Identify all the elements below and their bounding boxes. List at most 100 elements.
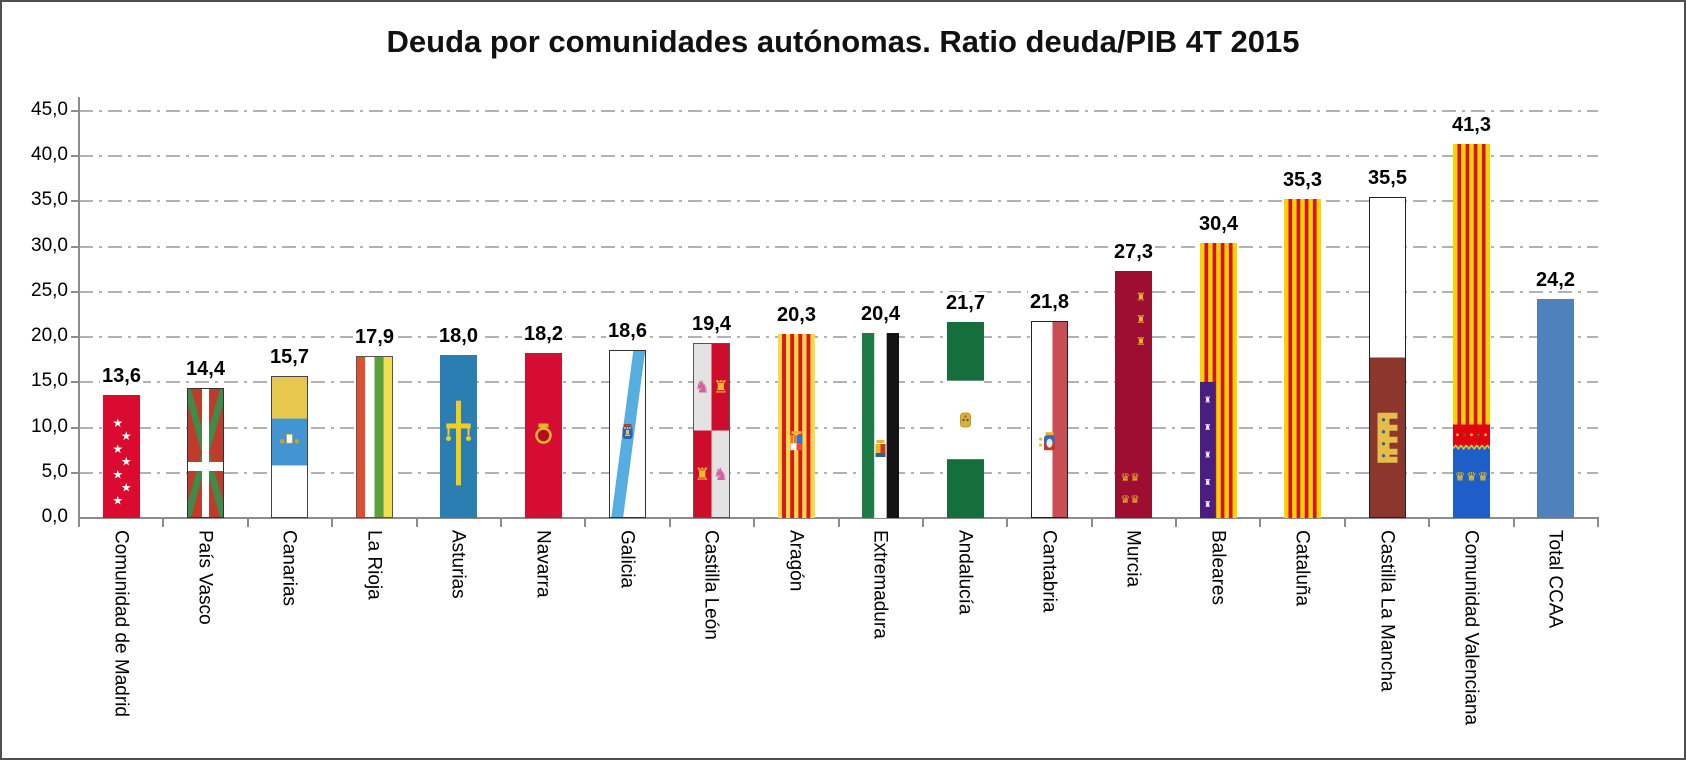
y-axis-label: 35,0 — [31, 189, 68, 211]
y-axis-tick — [71, 290, 79, 293]
x-axis-tick — [1006, 519, 1009, 527]
bar-value-label: 18,6 — [606, 320, 649, 342]
bar-murcia: ♜ ♜ ♜ ♛ ♛ ♛ ♛ — [1115, 271, 1152, 518]
bar-value-label: 17,9 — [353, 326, 396, 348]
category-label: La Rioja — [363, 530, 385, 600]
gridline — [79, 200, 1598, 203]
svg-text:♜: ♜ — [1204, 478, 1211, 487]
x-axis-tick — [415, 519, 418, 527]
y-axis-tick — [71, 245, 79, 248]
svg-text:♛: ♛ — [1130, 471, 1140, 484]
bar-value-label: 15,7 — [268, 346, 311, 368]
x-axis-tick — [162, 519, 165, 527]
x-axis-tick — [78, 519, 80, 527]
svg-text:♛: ♛ — [1120, 471, 1130, 484]
category-label: Total CCAA — [1544, 530, 1566, 629]
flag-pais-vasco — [187, 388, 224, 518]
gridline — [79, 155, 1598, 158]
svg-text:♜: ♜ — [1204, 396, 1211, 405]
bar-extremadura — [862, 333, 899, 518]
bar-value-label: 13,6 — [100, 365, 143, 387]
bar-value-label: 19,4 — [690, 313, 733, 335]
x-axis-tick — [1428, 519, 1431, 527]
category-label: Asturias — [447, 530, 469, 599]
gridline — [79, 471, 1598, 474]
x-axis-tick — [1343, 519, 1346, 527]
y-axis-tick — [71, 381, 79, 384]
bar-value-label: 41,3 — [1450, 114, 1493, 136]
y-axis-tick — [71, 426, 79, 429]
bar-galicia — [609, 350, 646, 518]
flag-asturias — [440, 355, 477, 518]
svg-text:★: ★ — [112, 468, 123, 482]
bar-canarias — [271, 376, 308, 518]
y-axis-label: 25,0 — [31, 279, 68, 301]
svg-text:♜: ♜ — [1204, 500, 1211, 509]
gridline — [79, 381, 1598, 384]
category-label: Cantabria — [1038, 530, 1060, 613]
bar-value-label: 21,8 — [1028, 291, 1071, 313]
flag-murcia: ♜♜♜♛ ♛♛ ♛ — [1115, 271, 1152, 518]
chart-title: Deuda por comunidades autónomas. Ratio d… — [386, 24, 1300, 59]
bar-castilla-leon: ♞ ♜ ♜ ♞ — [693, 343, 730, 518]
svg-text:★: ★ — [112, 416, 123, 430]
svg-text:★: ★ — [112, 442, 123, 456]
flag-la-rioja — [356, 356, 393, 518]
x-axis-tick — [921, 519, 924, 527]
svg-text:♜: ♜ — [1136, 313, 1146, 326]
gridline — [79, 426, 1598, 429]
bar-andalucia — [947, 322, 984, 518]
x-axis-tick — [331, 519, 334, 527]
svg-text:♜: ♜ — [1204, 423, 1211, 432]
bar-value-label: 21,7 — [944, 292, 987, 314]
y-axis-label: 20,0 — [31, 325, 68, 347]
y-axis-label: 5,0 — [41, 460, 68, 482]
bar-value-label: 20,4 — [859, 303, 902, 325]
bar-value-label: 14,4 — [184, 358, 227, 380]
svg-text:♜: ♜ — [1136, 291, 1146, 304]
gridline — [79, 110, 1598, 112]
category-label: Castilla La Mancha — [1376, 530, 1398, 692]
bar-value-label: 27,3 — [1112, 241, 1155, 263]
flag-extremadura — [862, 333, 899, 518]
svg-text:♜: ♜ — [1136, 335, 1146, 348]
category-label: Galicia — [616, 530, 638, 589]
bar-aragon — [778, 334, 815, 518]
svg-text:♛: ♛ — [1455, 470, 1466, 484]
bar-navarra — [525, 353, 562, 518]
x-axis-tick — [1259, 519, 1262, 527]
bar-cataluna — [1284, 199, 1321, 518]
svg-text:♛: ♛ — [1130, 493, 1140, 506]
x-axis-tick — [1597, 519, 1599, 527]
bar-value-label: 35,5 — [1366, 167, 1409, 189]
flag-castilla-la-mancha — [1369, 197, 1406, 518]
svg-text:♞: ♞ — [695, 378, 710, 398]
svg-text:♜: ♜ — [695, 465, 710, 485]
category-label: Comunidad Valenciana — [1460, 530, 1482, 726]
category-label: Navarra — [532, 530, 554, 598]
x-axis-tick — [1175, 519, 1178, 527]
flag-galicia — [609, 350, 646, 518]
flag-aragon — [778, 334, 815, 518]
flag-madrid: ★★★★★★★ — [103, 395, 140, 518]
y-axis-tick — [71, 110, 79, 112]
bar-cantabria — [1031, 321, 1068, 518]
y-axis-tick — [71, 336, 79, 339]
x-axis-tick — [246, 519, 249, 527]
svg-text:♛: ♛ — [1478, 470, 1489, 484]
bar-pais-vasco — [187, 388, 224, 518]
gridline — [79, 336, 1598, 339]
svg-text:♛: ♛ — [1120, 493, 1130, 506]
y-axis-tick — [71, 471, 79, 474]
flag-cantabria — [1031, 321, 1068, 518]
flag-comunidad-valenciana: ♛ ♛ ♛ — [1453, 144, 1490, 518]
y-axis-tick — [71, 155, 79, 158]
y-axis-label: 15,0 — [31, 370, 68, 392]
category-label: Castilla León — [700, 530, 722, 640]
y-axis — [78, 97, 80, 520]
category-label: Canarias — [278, 530, 300, 607]
category-label: Extremadura — [869, 530, 891, 639]
bar-value-label: 20,3 — [775, 304, 818, 326]
gridline — [79, 245, 1598, 248]
